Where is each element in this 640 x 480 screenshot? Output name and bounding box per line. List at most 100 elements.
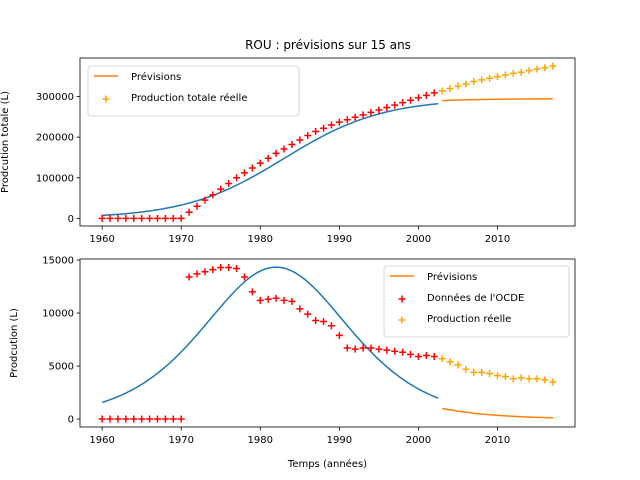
top-series-fit-2-point [130, 214, 138, 222]
top-series-fit-0-line [102, 102, 439, 217]
top-series-fit-2-point [335, 118, 343, 126]
top-series-fit-2-point [327, 121, 335, 129]
top-legend-label: Prévisions [131, 71, 181, 83]
top-series-fit-2-point [146, 214, 154, 222]
bottom-xtick-label: 1970 [168, 435, 193, 446]
bottom-series-donn-es-de-l-ocde-point [146, 415, 154, 423]
top-series-production-totale-r-elle-point [494, 73, 502, 81]
top-ytick-label: 0 [68, 214, 74, 225]
bottom-series-production-r-elle-point [494, 372, 502, 380]
bottom-series-donn-es-de-l-ocde-point [391, 347, 399, 355]
top-legend-box [87, 65, 300, 117]
bottom-legend-label: Production réelle [427, 313, 511, 325]
bottom-series-production-r-elle-point [454, 361, 462, 369]
top-series-production-totale-r-elle-point [501, 71, 509, 79]
bottom-ytick-label: 15000 [42, 256, 74, 267]
bottom-ytick-label: 10000 [42, 309, 74, 320]
bottom-series-donn-es-de-l-ocde-point [296, 305, 304, 313]
top-series-fit-2-point [209, 191, 217, 199]
bottom-series-donn-es-de-l-ocde-point [225, 263, 233, 271]
bottom-series-production-r-elle-point [501, 373, 509, 381]
bottom-series-donn-es-de-l-ocde-point [264, 295, 272, 303]
bottom-series-production-r-elle-point [478, 368, 486, 376]
top-series-fit-2-point [114, 214, 122, 222]
top-series-production-totale-r-elle-point [470, 78, 478, 86]
top-xtick-label: 1990 [327, 234, 352, 245]
bottom-series-donn-es-de-l-ocde-point [169, 415, 177, 423]
top-series-fit-2-point [185, 208, 193, 216]
top-series-fit-2-point [422, 91, 430, 99]
bottom-series-production-r-elle-point [486, 369, 494, 377]
bottom-plot-area [98, 263, 557, 423]
top-subplot: 1960 1970 1980 1990 2000 2010 0 100000 200000 300… [0, 57, 576, 245]
top-series-fit-2-point [193, 202, 201, 210]
bottom-series-production-r-elle-point [462, 365, 470, 373]
top-series-fit-2-point [320, 124, 328, 132]
top-series-production-totale-r-elle-point [533, 65, 541, 73]
top-xtick-label: 2000 [406, 234, 431, 245]
bottom-series-donn-es-de-l-ocde-point [153, 415, 161, 423]
top-xtick-label: 1960 [89, 234, 114, 245]
top-series-fit-2-point [359, 111, 367, 119]
top-series-production-totale-r-elle-point [509, 69, 517, 77]
top-series-production-totale-r-elle-point [462, 80, 470, 88]
top-series-fit-2-point [304, 132, 312, 140]
bottom-series-donn-es-de-l-ocde-point [130, 415, 138, 423]
bottom-series-donn-es-de-l-ocde-point [422, 351, 430, 359]
top-series-fit-2-point [280, 145, 288, 153]
top-series-production-totale-r-elle-point [549, 62, 557, 70]
bottom-series-donn-es-de-l-ocde-point [240, 273, 248, 281]
bottom-series-donn-es-de-l-ocde-point [201, 268, 209, 276]
bottom-series-donn-es-de-l-ocde-point [256, 296, 264, 304]
top-plot-area [98, 62, 557, 222]
bottom-series-donn-es-de-l-ocde-point [304, 310, 312, 318]
bottom-series-production-r-elle-point [438, 355, 446, 363]
bottom-series-fit-0-line [101, 266, 439, 404]
top-xtick-label: 1970 [168, 234, 193, 245]
bottom-series-donn-es-de-l-ocde-point [209, 266, 217, 274]
top-series-pr-visions-line [442, 98, 553, 102]
bottom-series-donn-es-de-l-ocde-point [248, 288, 256, 296]
bottom-series-production-r-elle-point [549, 378, 557, 386]
top-series-fit-2-point [414, 94, 422, 102]
bottom-series-production-r-elle-point [541, 376, 549, 384]
top-series-fit-2-point [240, 169, 248, 177]
bottom-series-donn-es-de-l-ocde-point [351, 345, 359, 353]
top-series-fit-2-point [161, 214, 169, 222]
top-series-fit-2-point [177, 214, 185, 222]
top-series-fit-2-point [399, 99, 407, 107]
bottom-series-donn-es-de-l-ocde-point [114, 415, 122, 423]
top-series-fit-2-point [407, 96, 415, 104]
bottom-legend-label: Prévisions [427, 271, 477, 283]
top-series-production-totale-r-elle-point [517, 68, 525, 76]
top-series-production-totale-r-elle-point [454, 82, 462, 90]
top-series-fit-2-points [98, 89, 438, 222]
bottom-axes-frame [79, 258, 576, 428]
bottom-series-donn-es-de-l-ocde-point [272, 294, 280, 302]
top-series-fit-2-point [201, 196, 209, 204]
top-series-fit-2-point [153, 214, 161, 222]
bottom-series-donn-es-de-l-ocde-point [367, 344, 375, 352]
top-series-fit-2-point [430, 89, 438, 97]
bottom-ylabel: Prodcution (L) [9, 308, 20, 378]
top-series-fit-2-point [122, 214, 130, 222]
bottom-xlabel: Temps (années) [287, 458, 367, 470]
bottom-series-donn-es-de-l-ocde-points [98, 263, 438, 423]
bottom-series-donn-es-de-l-ocde-point [414, 353, 422, 361]
top-series-fit-2-point [375, 106, 383, 114]
bottom-legend-label: Données de l'OCDE [427, 292, 524, 304]
top-legend-label: Production totale réelle [131, 92, 247, 104]
bottom-series-donn-es-de-l-ocde-point [280, 296, 288, 304]
bottom-series-production-r-elle-points [438, 355, 557, 386]
bottom-series-donn-es-de-l-ocde-point [383, 346, 391, 354]
top-series-production-totale-r-elle-point [438, 87, 446, 95]
bottom-series-donn-es-de-l-ocde-point [430, 353, 438, 361]
bottom-series-production-r-elle-point [533, 375, 541, 383]
top-ytick-label: 300000 [36, 92, 74, 103]
bottom-series-donn-es-de-l-ocde-point [399, 348, 407, 356]
top-series-fit-2-point [264, 154, 272, 162]
bottom-series-donn-es-de-l-ocde-point [288, 297, 296, 305]
top-series-fit-2-point [138, 214, 146, 222]
bottom-ytick-label: 0 [68, 415, 74, 426]
